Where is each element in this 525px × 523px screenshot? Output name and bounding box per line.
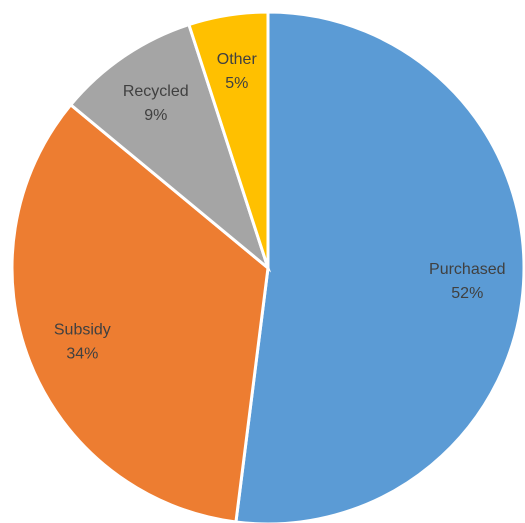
slice-category-label: Recycled bbox=[123, 83, 189, 100]
pie-slice bbox=[187, 10, 270, 269]
pie-slice bbox=[68, 22, 272, 273]
slice-value-label: 9% bbox=[144, 107, 167, 124]
pie-slice bbox=[234, 10, 525, 523]
slice-category-label: Subsidy bbox=[54, 322, 111, 339]
slice-category-label: Purchased bbox=[429, 261, 506, 278]
slice-category-label: Other bbox=[217, 51, 258, 68]
pie-slice bbox=[10, 102, 270, 523]
slice-value-label: 52% bbox=[451, 285, 483, 302]
slice-value-label: 5% bbox=[225, 75, 248, 92]
slice-value-label: 34% bbox=[66, 346, 98, 363]
